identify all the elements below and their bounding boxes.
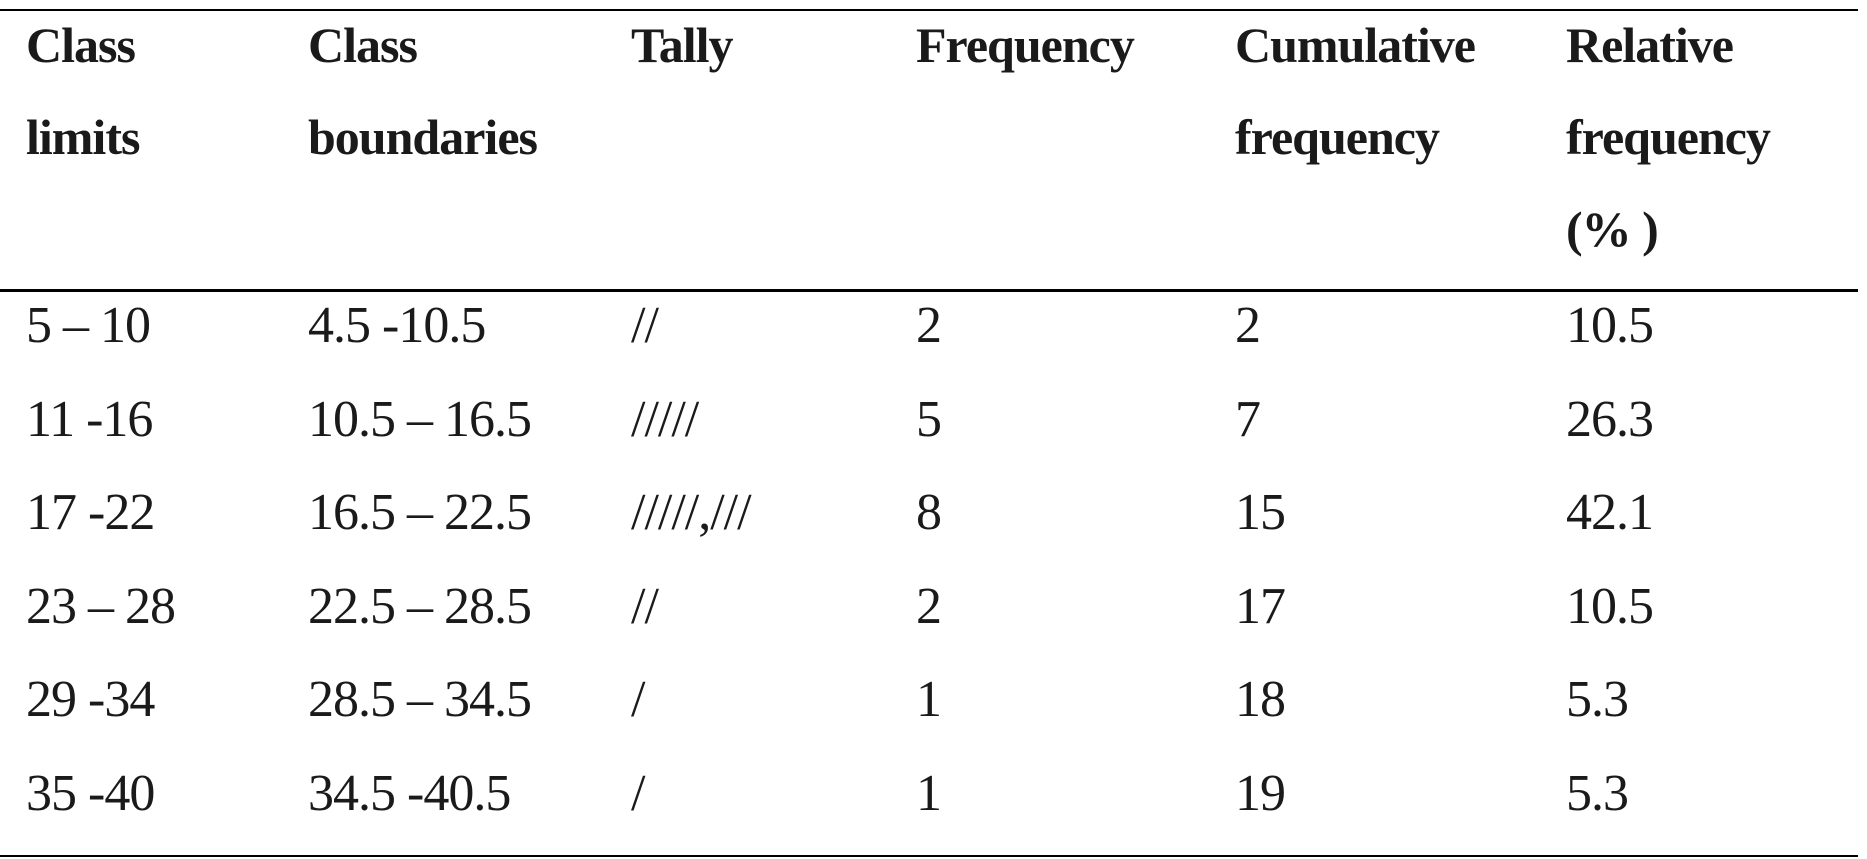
header-cell: (% ) xyxy=(1566,201,1659,257)
table-cell: 5 xyxy=(916,390,942,448)
table-cell: / xyxy=(631,671,645,728)
table-cell: 15 xyxy=(1235,484,1286,541)
header-cell: frequency xyxy=(1235,109,1440,165)
table-cell: 35 -40 xyxy=(26,764,155,822)
table-cell: 5 – 10 xyxy=(26,297,151,354)
table-cell: 5.3 xyxy=(1566,764,1629,822)
table-cell: 7 xyxy=(1235,390,1261,448)
table-cell: 4.5 -10.5 xyxy=(308,297,486,354)
table-cell: 16.5 – 22.5 xyxy=(308,484,532,541)
table-cell: 34.5 -40.5 xyxy=(308,764,511,822)
table-cell: 11 -16 xyxy=(26,390,153,448)
bottom-rule xyxy=(0,855,1858,857)
header-cell: Class xyxy=(26,17,136,73)
table-cell: 17 xyxy=(1235,577,1286,635)
table-cell: 8 xyxy=(916,484,942,541)
table-cell: 2 xyxy=(916,297,942,354)
table-cell: // xyxy=(631,577,659,635)
table-cell: 18 xyxy=(1235,671,1286,728)
header-cell: Class xyxy=(308,17,418,73)
table-cell: 10.5 xyxy=(1566,297,1654,354)
header-cell: Relative xyxy=(1566,17,1734,73)
table-cell: 28.5 – 34.5 xyxy=(308,671,532,728)
header-cell: Frequency xyxy=(916,17,1135,73)
table-cell: 2 xyxy=(916,577,942,635)
table-cell: 10.5 – 16.5 xyxy=(308,390,532,448)
table-cell: 23 – 28 xyxy=(26,577,176,635)
table-cell: 42.1 xyxy=(1566,484,1654,541)
table-cell: 19 xyxy=(1235,764,1286,822)
table-cell: 1 xyxy=(916,671,942,728)
header-cell: frequency xyxy=(1566,109,1771,165)
table-cell: 29 -34 xyxy=(26,671,155,728)
header-cell: Cumulative xyxy=(1235,17,1476,73)
table-cell: 17 -22 xyxy=(26,484,155,541)
header-cell: limits xyxy=(26,109,140,165)
header-cell: Tally xyxy=(631,17,734,73)
top-rule xyxy=(0,9,1858,11)
table-cell: / xyxy=(631,764,645,822)
table-cell: 5.3 xyxy=(1566,671,1629,728)
table-cell: 26.3 xyxy=(1566,390,1654,448)
table-cell: // xyxy=(631,297,659,354)
header-cell: boundaries xyxy=(308,109,538,165)
table-cell: 2 xyxy=(1235,297,1261,354)
table-cell: 1 xyxy=(916,764,942,822)
table-cell: 10.5 xyxy=(1566,577,1654,635)
table-cell: ///// xyxy=(631,390,699,448)
table-cell: 22.5 – 28.5 xyxy=(308,577,532,635)
header-rule xyxy=(0,289,1858,292)
table-cell: /////,/// xyxy=(631,484,752,541)
